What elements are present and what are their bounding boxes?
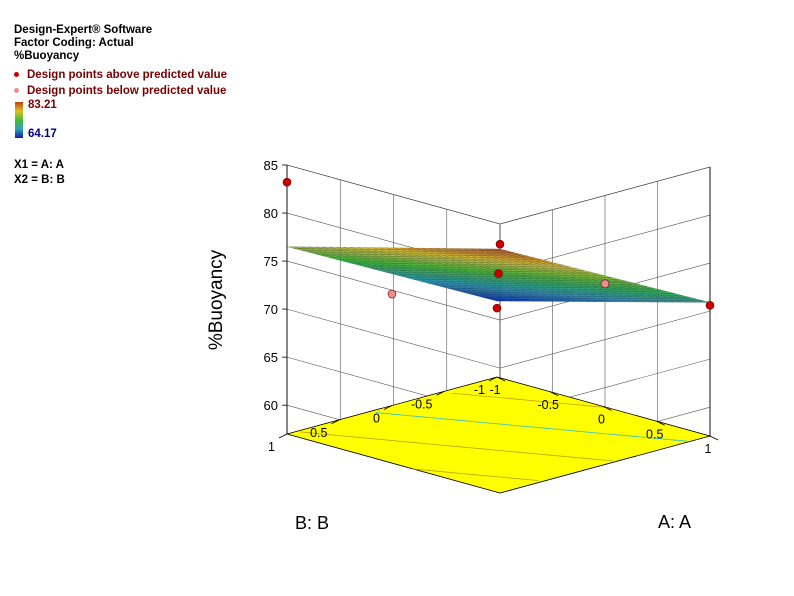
design-point [282, 177, 292, 187]
a-tick-mark [496, 376, 506, 382]
below-point-icon [14, 88, 19, 94]
z-tick-label: 60 [264, 398, 278, 413]
floor-contour-line [451, 392, 608, 408]
b-tick-label: -1 [474, 383, 485, 397]
design-point [705, 301, 715, 310]
z-tick-label: 65 [264, 350, 278, 365]
design-point [495, 239, 505, 249]
design-point [600, 279, 610, 289]
color-scale-min: 64.17 [28, 128, 57, 140]
b-tick-label: 0 [373, 412, 380, 426]
floor-contour-line [300, 431, 613, 462]
factor-map-x1: X1 = A: A [14, 159, 64, 171]
b-tick-label: -0.5 [411, 397, 433, 411]
info-panel: Design-Expert® Software Factor Coding: A… [14, 24, 152, 63]
design-point [387, 289, 397, 299]
response-name: %Buoyancy [14, 50, 80, 62]
design-point [492, 303, 502, 313]
b-tick-label: 0.5 [310, 426, 327, 440]
b-tick-mark [436, 390, 445, 396]
factor-coding: Factor Coding: Actual [14, 37, 134, 49]
z-tick-label: 70 [264, 302, 278, 317]
z-tick-label: 80 [264, 206, 278, 221]
software-title: Design-Expert® Software [14, 24, 153, 36]
a-tick-label: 1 [705, 442, 712, 456]
a-tick-mark [603, 406, 612, 411]
response-surface [286, 246, 711, 303]
a-tick-label: -0.5 [537, 398, 559, 412]
surface-cell [492, 248, 508, 251]
b-tick-mark [331, 419, 340, 425]
b-tick-mark [278, 433, 288, 439]
legend-below: Design points below predicted value [14, 85, 226, 97]
floor-contour-line [375, 412, 688, 442]
a-tick-label: 0 [598, 413, 605, 427]
color-scale-max: 83.21 [28, 99, 57, 111]
legend-above-label: Design points above predicted value [27, 69, 228, 81]
b-tick-mark [488, 376, 498, 382]
floor-contour-line [413, 468, 539, 482]
factor-map-x2: X2 = B: B [14, 174, 65, 186]
b-axis-title: B: B [295, 513, 329, 533]
z-axis-title: %Buoyancy [206, 249, 227, 350]
legend-above: Design points above predicted value [14, 69, 227, 81]
z-tick-label: 85 [264, 158, 278, 173]
a-tick-mark [550, 391, 559, 397]
above-point-icon [14, 72, 19, 78]
a-tick-label: -1 [489, 383, 500, 397]
b-tick-mark [383, 405, 393, 410]
z-tick-label: 75 [264, 254, 278, 269]
design-point [494, 269, 503, 278]
a-tick-mark [656, 420, 665, 426]
a-tick-mark [709, 435, 719, 441]
legend-below-label: Design points below predicted value [27, 85, 227, 97]
b-tick-label: 1 [268, 440, 275, 454]
color-scale-bar [15, 102, 23, 138]
a-tick-label: 0.5 [646, 427, 663, 441]
floor-contour-plane [285, 376, 712, 494]
a-axis-title: A: A [658, 512, 691, 532]
